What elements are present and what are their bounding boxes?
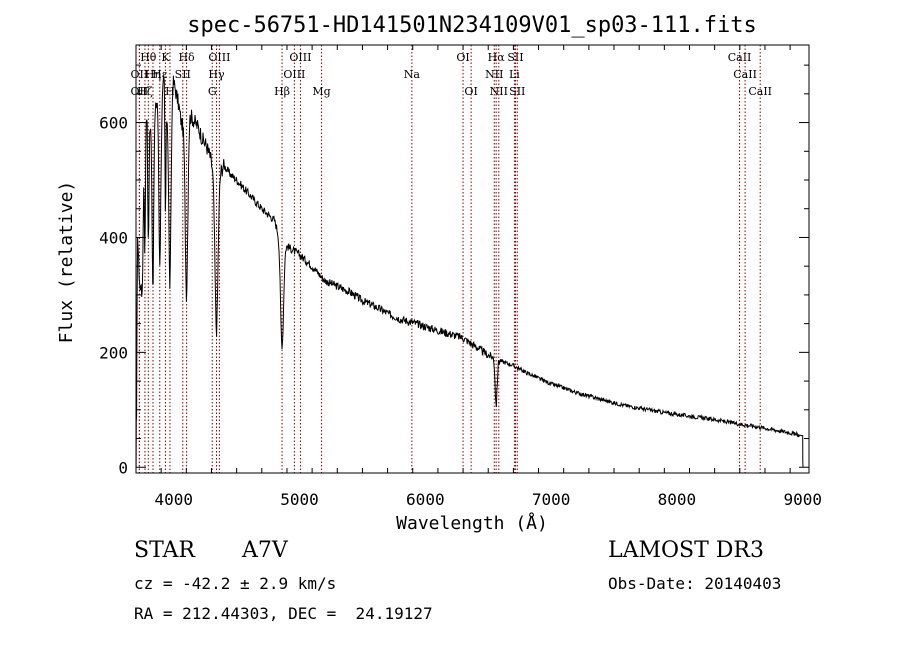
- marker-label: Na: [404, 68, 421, 81]
- marker-label: Hα: [488, 51, 506, 64]
- plot-frame: [135, 44, 810, 474]
- spectrum-series: [135, 75, 804, 468]
- x-tick-label: 4000: [154, 490, 193, 509]
- marker-label: NII: [485, 68, 503, 81]
- y-tick-label: 0: [118, 458, 128, 477]
- marker-label: SII: [175, 68, 191, 81]
- marker-label: K: [161, 51, 170, 64]
- y-tick-label: 400: [99, 228, 128, 247]
- marker-label: Li: [509, 68, 520, 81]
- y-tick-label: 200: [99, 343, 128, 362]
- marker-label: Hθ: [140, 51, 157, 64]
- marker-label: OIII: [289, 51, 311, 64]
- x-tick-label: 9000: [783, 490, 822, 509]
- marker-label: OI: [464, 85, 477, 98]
- x-tick-label: 8000: [658, 490, 697, 509]
- marker-label: G: [208, 85, 217, 98]
- subclass-label: A7V: [242, 538, 288, 563]
- marker-label: H: [165, 85, 175, 98]
- marker-label: OII: [131, 85, 149, 98]
- x-axis-label: Wavelength (Å): [396, 512, 548, 534]
- marker-label: Mg: [312, 85, 330, 98]
- marker-label: SII: [507, 51, 523, 64]
- marker-label: Hβ: [274, 85, 290, 98]
- y-tick-label: 600: [99, 114, 128, 133]
- marker-label: Hδ: [178, 51, 195, 64]
- marker-label: NII: [490, 85, 508, 98]
- marker-label: Hγ: [208, 68, 225, 81]
- redshift-text: cz = -42.2 ± 2.9 km/s: [134, 574, 337, 593]
- marker-label: CaII: [728, 51, 752, 64]
- x-tick-label: 5000: [280, 490, 319, 509]
- marker-label: CaII: [733, 68, 757, 81]
- marker-label: Hζ: [137, 85, 153, 98]
- marker-label: OIII: [208, 51, 230, 64]
- marker-label: OIII: [283, 68, 305, 81]
- marker-label: OI: [456, 51, 469, 64]
- marker-label: Hη: [145, 68, 161, 81]
- class-label: STAR: [134, 538, 195, 563]
- chart-title: spec-56751-HD141501N234109V01_sp03-111.f…: [187, 13, 757, 38]
- spectrum-line: [135, 75, 804, 468]
- y-axis-label: Flux (relative): [56, 181, 77, 344]
- survey-label: LAMOST DR3: [608, 538, 764, 563]
- x-tick-label: 7000: [532, 490, 571, 509]
- axes: 4000 5000 6000 7000 8000 9000 0 200 400 600: [99, 45, 822, 509]
- marker-label: SII: [509, 85, 525, 98]
- x-tick-label: 6000: [406, 490, 445, 509]
- coordinates-text: RA = 212.44303, DEC = 24.19127: [134, 604, 433, 623]
- marker-label: Hε: [152, 68, 168, 81]
- obs-date-text: Obs-Date: 20140403: [608, 574, 782, 593]
- marker-label: CaII: [748, 85, 772, 98]
